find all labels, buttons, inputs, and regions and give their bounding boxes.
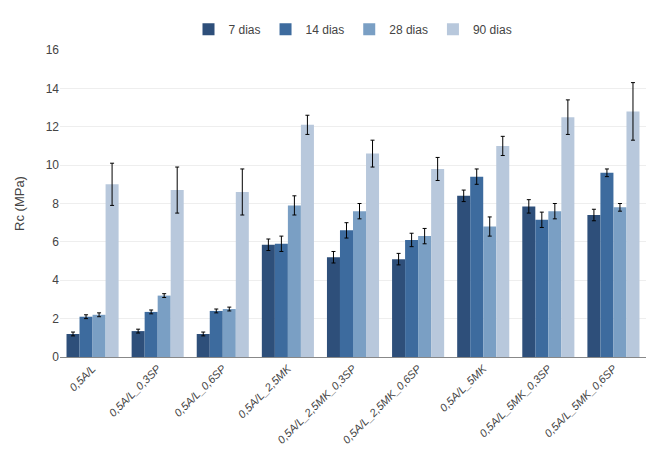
svg-text:8: 8: [52, 197, 59, 211]
svg-text:10: 10: [46, 158, 60, 172]
svg-text:7 dias: 7 dias: [229, 23, 261, 37]
svg-text:0,5A/L_0,3SP: 0,5A/L_0,3SP: [106, 362, 163, 419]
svg-text:6: 6: [52, 235, 59, 249]
svg-text:0,5A/L_2,5MK_0,6SP: 0,5A/L_2,5MK_0,6SP: [340, 362, 424, 446]
svg-text:0,5A/L_5MK_0,3SP: 0,5A/L_5MK_0,3SP: [477, 362, 554, 439]
svg-text:16: 16: [46, 43, 60, 57]
svg-text:Rc (MPa): Rc (MPa): [12, 176, 27, 231]
svg-text:0: 0: [52, 350, 59, 364]
svg-text:0,5A/L_2,5MK_0,3SP: 0,5A/L_2,5MK_0,3SP: [275, 362, 359, 446]
svg-text:14: 14: [46, 82, 60, 96]
svg-text:0,5A/L_0,6SP: 0,5A/L_0,6SP: [172, 362, 229, 419]
svg-text:90 dias: 90 dias: [473, 23, 512, 37]
svg-text:12: 12: [46, 120, 60, 134]
svg-text:0,5A/L_5MK: 0,5A/L_5MK: [437, 362, 489, 414]
svg-text:2: 2: [52, 312, 59, 326]
svg-text:14 dias: 14 dias: [306, 23, 345, 37]
svg-text:0,5A/L_5MK_0,6SP: 0,5A/L_5MK_0,6SP: [542, 362, 619, 439]
svg-text:0,5A/L_2,5MK: 0,5A/L_2,5MK: [235, 362, 293, 420]
svg-text:28 dias: 28 dias: [389, 23, 428, 37]
svg-text:4: 4: [52, 273, 59, 287]
svg-text:0,5A/L: 0,5A/L: [67, 363, 98, 394]
